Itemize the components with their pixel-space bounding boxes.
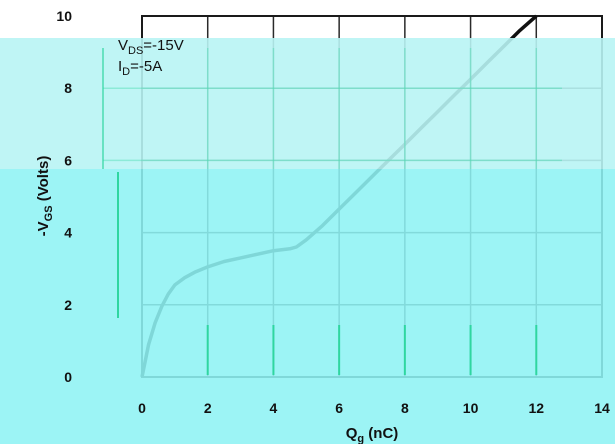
x-tick-label: 8 [401, 400, 409, 416]
x-tick-label: 6 [335, 400, 343, 416]
y-tick-label: 8 [64, 80, 72, 96]
annotation-id-sub: D [122, 66, 130, 78]
y-axis-title: -VGS (Volts) [35, 156, 55, 237]
y-axis-title-main: -V [35, 221, 52, 236]
x-axis-title-sub: g [357, 433, 364, 444]
y-axis-title-sub: GS [43, 205, 55, 221]
y-axis-title-unit: (Volts) [35, 156, 52, 206]
annotation-vds-main: V [118, 37, 128, 54]
y-tick-label: 4 [64, 225, 72, 241]
x-tick-label: 2 [204, 400, 212, 416]
overlay-grid-lines [102, 48, 562, 375]
x-tick-label: 14 [594, 400, 610, 416]
y-tick-label: 0 [64, 369, 72, 385]
annotation-vds-value: =-15V [143, 37, 183, 54]
annotation-id: ID=-5A [118, 58, 162, 78]
overlay-panels [0, 38, 615, 444]
x-tick-label: 0 [138, 400, 146, 416]
x-tick-labels: 0 2 4 6 8 10 12 14 [138, 400, 610, 416]
annotation-id-main: I [118, 58, 122, 75]
x-axis-title-main: Q [346, 425, 358, 442]
annotation-vds-sub: DS [128, 45, 143, 57]
annotation-id-value: =-5A [130, 58, 162, 75]
x-axis-title: Qg (nC) [346, 425, 399, 444]
y-tick-labels: 0 2 4 6 8 10 [56, 8, 72, 385]
annotation-vds: VDS=-15V [118, 37, 184, 57]
y-tick-label: 6 [64, 152, 72, 168]
y-tick-label: 10 [56, 8, 72, 24]
overlay-panel-top [0, 38, 615, 169]
x-tick-label: 10 [463, 400, 479, 416]
y-tick-label: 2 [64, 297, 72, 313]
x-axis-title-unit: (nC) [364, 425, 398, 442]
x-tick-label: 4 [270, 400, 278, 416]
overlay-panel-bottom [0, 169, 615, 444]
x-tick-label: 12 [528, 400, 544, 416]
